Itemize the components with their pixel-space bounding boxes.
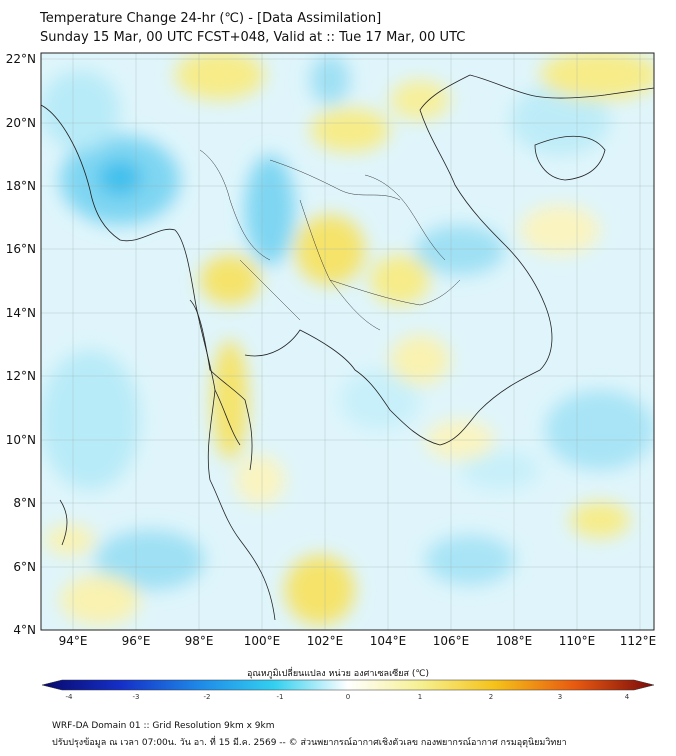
lon-label: 98°E xyxy=(184,634,214,648)
coastline xyxy=(41,74,654,621)
lat-label: 18°N xyxy=(5,179,36,193)
colorbar xyxy=(41,679,655,691)
colorbar-label: อุณหภูมิเปลี่ยนแปลง หน่วย องศาเซลเซียส (… xyxy=(246,669,430,679)
lat-label: 22°N xyxy=(5,52,36,66)
lon-label: 100°E xyxy=(243,634,281,648)
map-subtitle: Sunday 15 Mar, 00 UTC FCST+048, Valid at… xyxy=(40,30,466,45)
colorbar-tick: 1 xyxy=(417,693,423,701)
provincial-borders xyxy=(199,149,461,331)
lat-label: 10°N xyxy=(5,433,36,447)
lon-label: 94°E xyxy=(58,634,88,648)
colorbar-tick: -3 xyxy=(132,693,140,701)
lon-label: 96°E xyxy=(121,634,151,648)
lat-label: 14°N xyxy=(5,306,36,320)
colorbar-tick: -2 xyxy=(203,693,211,701)
lon-label: 112°E xyxy=(619,634,657,648)
temperature-field xyxy=(41,53,654,630)
lon-label: 104°E xyxy=(369,634,407,648)
lat-label: 6°N xyxy=(13,560,36,574)
colorbar-tick: -1 xyxy=(276,693,284,701)
colorbar-tick: 3 xyxy=(557,693,563,701)
map-frame xyxy=(40,52,655,631)
lon-label: 110°E xyxy=(558,634,596,648)
lat-label: 16°N xyxy=(5,242,36,256)
graticule xyxy=(41,53,654,630)
colorbar-tick: 4 xyxy=(624,693,630,701)
colorbar-tick: -4 xyxy=(65,693,73,701)
footer-credit: ปรับปรุงข้อมูล ณ เวลา 07:00น. วัน อา. ที… xyxy=(52,738,567,748)
lat-label: 8°N xyxy=(13,496,36,510)
lon-label: 106°E xyxy=(432,634,470,648)
colorbar-tick: 2 xyxy=(488,693,494,701)
lon-label: 108°E xyxy=(495,634,533,648)
map-title: Temperature Change 24-hr (℃) - [Data Ass… xyxy=(40,11,382,26)
lon-label: 102°E xyxy=(306,634,344,648)
lat-label: 12°N xyxy=(5,369,36,383)
footer-model-info: WRF-DA Domain 01 :: Grid Resolution 9km … xyxy=(52,721,275,731)
lat-label: 4°N xyxy=(13,623,36,637)
lat-label: 20°N xyxy=(5,116,36,130)
colorbar-tick: 0 xyxy=(345,693,351,701)
